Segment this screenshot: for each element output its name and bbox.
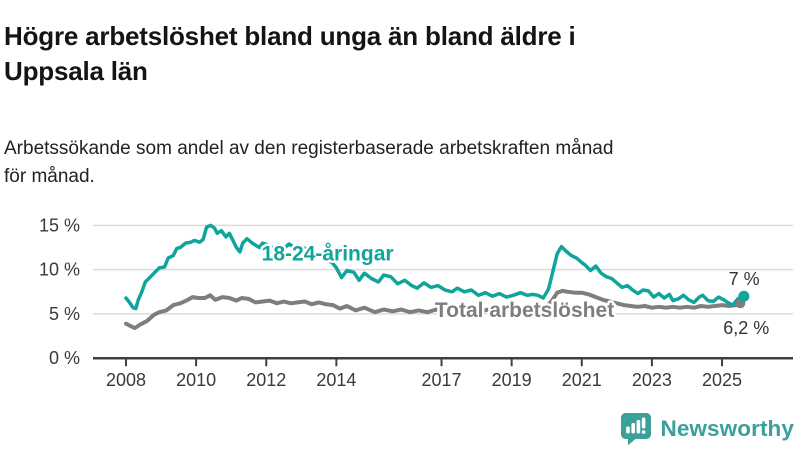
- x-axis-label: 2008: [106, 370, 146, 390]
- x-axis-label: 2010: [176, 370, 216, 390]
- newsworthy-logo-link[interactable]: Newsworthy: [620, 411, 794, 447]
- y-axis-label: 0 %: [49, 348, 80, 368]
- chart-area: 18-24-åringar Total arbetslöshet 7 % 6,2 % 2…: [0, 205, 800, 405]
- x-axis-label: 2021: [562, 370, 602, 390]
- x-axis-label: 2014: [316, 370, 356, 390]
- y-axis-label: 10 %: [39, 260, 80, 280]
- series-end-dot-18-24-åringar: [738, 290, 750, 302]
- chart-annotation: Total arbetslöshet: [435, 299, 614, 322]
- chart-annotation: 7 %: [729, 269, 760, 289]
- x-axis-label: 2025: [702, 370, 742, 390]
- x-axis-label: 2017: [422, 370, 462, 390]
- newsworthy-wordmark: Newsworthy: [660, 416, 794, 441]
- chart-subtitle: Arbetssökande som andel av den registerb…: [4, 138, 614, 187]
- newsworthy-logo-icon: [621, 413, 652, 446]
- line-chart: 18-24-åringar Total arbetslöshet 7 % 6,2 % 2…: [39, 215, 793, 390]
- series-line-total-arbetslöshet: [124, 288, 745, 331]
- series-line-18-24-åringar: [124, 223, 745, 311]
- chart-annotation: 6,2 %: [723, 318, 769, 338]
- y-axis-label: 5 %: [49, 304, 80, 324]
- page-title: Högre arbetslöshet bland unga än bland ä…: [4, 21, 576, 86]
- x-axis-label: 2023: [632, 370, 672, 390]
- x-axis-label: 2012: [246, 370, 286, 390]
- y-axis-label: 15 %: [39, 215, 80, 235]
- x-axis-label: 2019: [492, 370, 532, 390]
- chart-annotation: 18-24-åringar: [262, 242, 394, 265]
